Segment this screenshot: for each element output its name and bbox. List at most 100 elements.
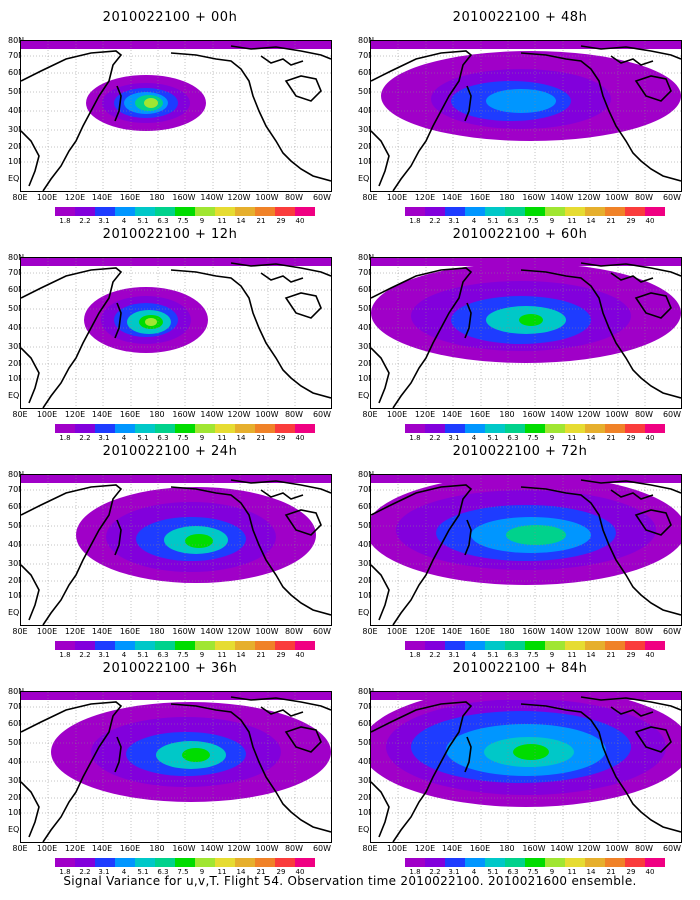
variance-field (21, 692, 331, 842)
colorbar-tick-label: 1.8 (409, 434, 421, 442)
coastline (21, 267, 123, 408)
coastline (464, 736, 472, 773)
latitude-label: 70N (8, 485, 25, 494)
colorbar-swatch (525, 424, 545, 433)
latitude-label: 30N (358, 342, 375, 351)
coastline (284, 509, 322, 536)
colorbar-tick-label: 2.2 (79, 217, 91, 225)
colorbar-swatch (485, 641, 505, 650)
colorbar-swatch (525, 207, 545, 216)
longitude-label: 140E (441, 844, 463, 853)
coastline (371, 50, 473, 191)
longitude-label: 100E (386, 193, 408, 202)
coastline (520, 269, 681, 399)
colorbar-tick-label: 21 (606, 217, 616, 225)
longitude-label: 100W (605, 193, 629, 202)
longitude-label: 60W (662, 410, 682, 419)
colorbar-tick-label: 11 (217, 434, 227, 442)
latitude-label: 50N (8, 521, 25, 530)
colorbar (405, 207, 665, 216)
longitude-label: 140E (91, 844, 113, 853)
colorbar-swatch (55, 641, 75, 650)
colorbar-tick-label: 9 (549, 434, 555, 442)
latitude-label: EQ (358, 174, 370, 183)
latitude-label: EQ (358, 825, 370, 834)
colorbar-swatch (115, 207, 135, 216)
colorbar-tick-label: 11 (567, 868, 577, 876)
colorbar-swatch (485, 207, 505, 216)
longitude-label: 80E (362, 193, 378, 202)
colorbar-tick-label: 4 (471, 868, 477, 876)
panel-title: 2010022100 + 36h (102, 661, 238, 676)
colorbar-tick-label: 14 (586, 434, 596, 442)
colorbar-swatch (275, 858, 295, 867)
colorbar-swatch (115, 858, 135, 867)
colorbar-tick-label: 2.2 (79, 868, 91, 876)
longitude-label: 120W (577, 844, 601, 853)
latitude-label: 50N (8, 738, 25, 747)
colorbar-swatch (135, 207, 155, 216)
longitude-label: 120W (227, 844, 251, 853)
coastline (580, 696, 681, 711)
colorbar-tick-label: 1.8 (59, 868, 71, 876)
colorbar-swatch (505, 641, 525, 650)
colorbar-tick-label: 7.5 (177, 868, 189, 876)
colorbar-swatch (565, 424, 585, 433)
variance-contour (145, 318, 157, 326)
colorbar-swatch (625, 641, 645, 650)
colorbar-swatch (235, 641, 255, 650)
latitude-label: 30N (8, 559, 25, 568)
colorbar-swatch (295, 641, 315, 650)
latitude-label: 80N (358, 470, 375, 479)
longitude-label: 160W (172, 844, 196, 853)
latitude-label: 30N (358, 559, 375, 568)
variance-field (371, 692, 681, 842)
longitude-label: 180 (149, 627, 165, 636)
longitude-label: 140W (550, 410, 574, 419)
colorbar-swatch (215, 641, 235, 650)
longitude-label: 160E (119, 410, 141, 419)
latitude-label: 20N (358, 793, 375, 802)
colorbar-tick-label: 2.2 (79, 434, 91, 442)
coastline (371, 564, 390, 621)
coastline (464, 302, 472, 339)
colorbar-tick-label: 21 (256, 868, 266, 876)
longitude-label: 120E (64, 410, 86, 419)
colorbar-swatch (605, 858, 625, 867)
longitude-label: 100W (255, 844, 279, 853)
colorbar-tick-label: 7.5 (527, 217, 539, 225)
colorbar-tick-label: 14 (236, 651, 246, 659)
latitude-label: 10N (358, 157, 375, 166)
colorbar-tick-label: 14 (586, 217, 596, 225)
colorbar-swatch (525, 641, 545, 650)
colorbar-swatch (425, 424, 445, 433)
longitude-label: 120E (414, 193, 436, 202)
latitude-label: 50N (358, 738, 375, 747)
colorbar-swatch (645, 207, 665, 216)
coastline (21, 50, 123, 191)
colorbar-tick-label: 9 (549, 651, 555, 659)
variance-contour (506, 525, 566, 545)
high-latitude-band (21, 41, 331, 49)
longitude-label: 120W (577, 410, 601, 419)
longitude-label: 80E (12, 410, 28, 419)
colorbar-swatch (625, 858, 645, 867)
latitude-label: 20N (8, 793, 25, 802)
colorbar-swatch (235, 858, 255, 867)
longitude-label: 60W (662, 844, 682, 853)
colorbar-tick-label: 21 (256, 217, 266, 225)
colorbar-swatch (585, 424, 605, 433)
coastline (114, 736, 122, 773)
colorbar-swatch (605, 424, 625, 433)
colorbar-tick-label: 6.3 (157, 651, 169, 659)
longitude-label: 120E (414, 627, 436, 636)
colorbar-tick-label: 1.8 (409, 868, 421, 876)
colorbar-swatch (295, 858, 315, 867)
colorbar-tick-label: 21 (256, 434, 266, 442)
coastline (260, 272, 304, 283)
longitude-label: 140W (200, 193, 224, 202)
colorbar-labels: 1.8 2.2 3.1 4 5.1 6.3 7.5 9 11 14 21 29 40 (405, 651, 665, 659)
colorbar-tick-label: 5.1 (487, 651, 499, 659)
latitude-label: 70N (8, 51, 25, 60)
coastline (114, 302, 122, 339)
